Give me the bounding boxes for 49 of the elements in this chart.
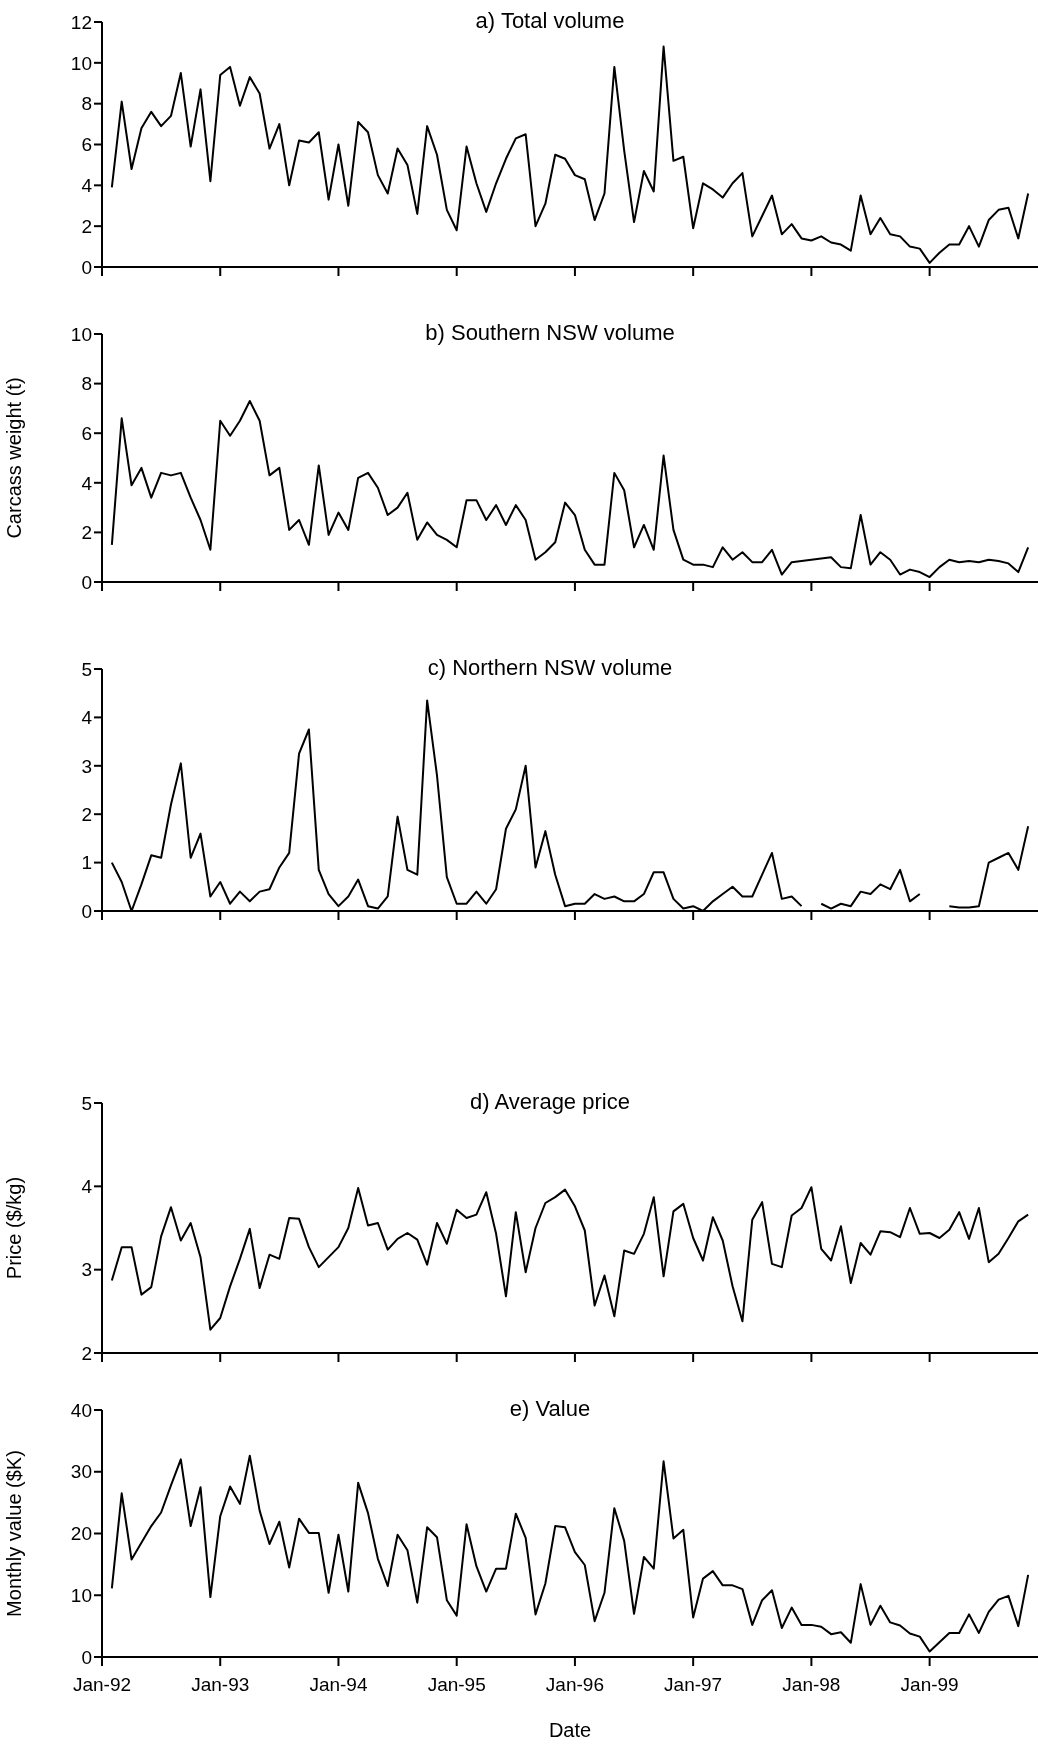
x-tick-label: Jan-97 [664,1674,723,1696]
x-tick-label: Jan-99 [900,1674,959,1696]
y-tick-label: 10 [70,1584,92,1606]
x-tick-label: Jan-95 [427,1674,486,1696]
y-tick-label: 5 [81,658,92,680]
y-axis-title: Carcass weight (t) [3,377,26,539]
y-tick-label: 6 [81,134,92,156]
y-tick-label: 2 [81,803,92,825]
chart-title: d) Average price [469,1089,631,1115]
y-tick-label: 4 [81,472,93,494]
y-tick-label: 40 [70,1399,92,1421]
y-tick-label: 0 [81,256,92,278]
y-tick-label: 3 [81,1259,92,1281]
x-axis-title: Date [548,1719,592,1741]
y-tick-label: 20 [70,1523,92,1545]
y-tick-label: 4 [81,707,93,729]
x-tick-label: Jan-96 [545,1674,604,1696]
y-tick-label: 6 [81,422,92,444]
chart-title: c) Northern NSW volume [426,655,674,681]
y-tick-label: 3 [81,755,92,777]
chart-title: e) Value [508,1396,592,1422]
y-tick-label: 30 [70,1461,92,1483]
y-axis-title: Price ($/kg) [3,1176,26,1280]
y-tick-label: 0 [81,571,92,593]
chart-title: b) Southern NSW volume [424,320,676,346]
y-tick-label: 4 [81,1176,93,1198]
chart-title: a) Total volume [474,8,626,34]
y-tick-label: 5 [81,1092,92,1114]
y-tick-label: 2 [81,215,92,237]
y-tick-label: 4 [81,175,93,197]
y-tick-label: 1 [81,852,92,874]
y-tick-label: 0 [81,1646,92,1668]
y-axis-title: Monthly value ($K) [3,1450,26,1617]
y-tick-label: 0 [81,900,92,922]
line-series [110,45,1030,264]
x-tick-label: Jan-93 [191,1674,250,1696]
y-tick-label: 2 [81,522,92,544]
x-tick-label: Jan-98 [782,1674,841,1696]
x-tick-label: Jan-92 [72,1674,132,1696]
y-tick-label: 12 [70,11,92,33]
y-tick-label: 8 [81,93,92,115]
line-series [110,399,1030,579]
line-series [110,1186,1030,1331]
x-tick-label: Jan-94 [309,1674,368,1696]
y-tick-label: 10 [70,323,92,345]
line-series [110,1454,1030,1653]
y-tick-label: 2 [81,1342,92,1364]
y-tick-label: 10 [70,52,92,74]
y-tick-label: 8 [81,373,92,395]
